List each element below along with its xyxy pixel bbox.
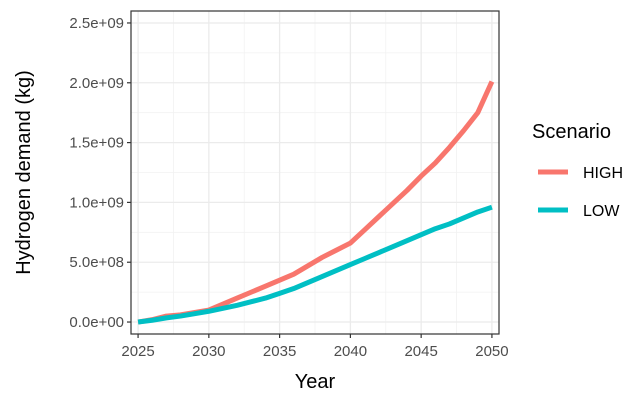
x-axis-title: Year [295, 371, 336, 391]
legend-label-high: HIGH [583, 165, 623, 182]
x-tick-label: 2025 [121, 343, 154, 360]
y-tick-label: 1.5e+09 [69, 135, 124, 152]
x-axis: 2025 2030 2035 2040 2045 2050 [121, 334, 509, 360]
plot-panel-border [130, 10, 500, 335]
x-tick-label: 2045 [404, 343, 437, 360]
x-tick-label: 2050 [475, 343, 508, 360]
gridlines [131, 11, 499, 334]
y-axis: 0.0e+00 5.0e+08 1.0e+09 1.5e+09 2.0e+09 2.5e+… [69, 15, 131, 331]
x-tick-label: 2030 [192, 343, 225, 360]
y-tick-label: 2.5e+09 [69, 15, 124, 32]
legend-title: Scenario [532, 121, 611, 143]
y-tick-label: 0.0e+00 [69, 314, 124, 331]
y-tick-label: 2.0e+09 [69, 75, 124, 92]
y-tick-label: 1.0e+09 [69, 194, 124, 211]
x-tick-label: 2040 [334, 343, 367, 360]
series-layer [137, 80, 495, 325]
series-line-low [137, 204, 493, 325]
y-tick-label: 5.0e+08 [69, 254, 124, 271]
legend: Scenario HIGH LOW [532, 121, 623, 220]
legend-label-low: LOW [583, 203, 620, 220]
y-axis-title: Hydrogen demand (kg) [13, 70, 35, 275]
x-tick-label: 2035 [263, 343, 296, 360]
